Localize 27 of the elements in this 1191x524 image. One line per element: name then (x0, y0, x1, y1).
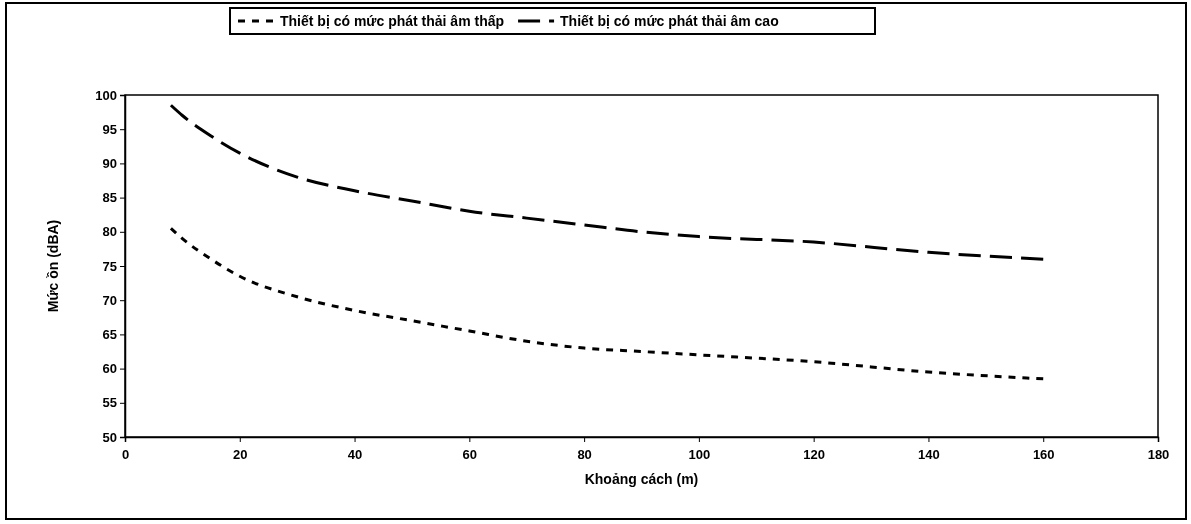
y-tick-label: 55 (102, 395, 117, 411)
y-tick-label: 65 (102, 327, 117, 343)
line-series (169, 226, 1045, 381)
y-tick-label: 60 (102, 361, 117, 377)
x-tick-label: 60 (462, 447, 478, 463)
legend-label: Thiết bị có mức phát thải âm cao (560, 13, 779, 29)
y-tick-label: 70 (102, 292, 117, 308)
y-tick-label: 50 (102, 429, 117, 445)
y-tick-label: 90 (102, 156, 117, 172)
x-tick-label: 0 (121, 447, 130, 463)
line-series (169, 103, 1045, 261)
x-tick-label: 20 (233, 447, 248, 463)
x-tick-label: 100 (688, 447, 711, 463)
x-tick-label: 80 (577, 447, 592, 463)
y-tick-label: 75 (102, 258, 117, 274)
y-axis-title: Mức ồn (dBA) (45, 219, 61, 313)
x-tick-label: 160 (1032, 447, 1055, 463)
x-tick-label: 140 (918, 447, 940, 463)
x-tick-label: 40 (347, 447, 363, 463)
x-tick-label: 120 (803, 447, 826, 463)
y-tick-label: 95 (102, 121, 117, 137)
y-tick-label: 80 (102, 224, 117, 240)
x-tick-label: 180 (1147, 447, 1170, 463)
x-axis-title: Khoảng cách (m) (584, 471, 699, 487)
y-tick-label: 85 (102, 190, 117, 206)
y-tick-label: 100 (95, 87, 117, 103)
legend-label: Thiết bị có mức phát thải âm thấp (280, 13, 505, 29)
